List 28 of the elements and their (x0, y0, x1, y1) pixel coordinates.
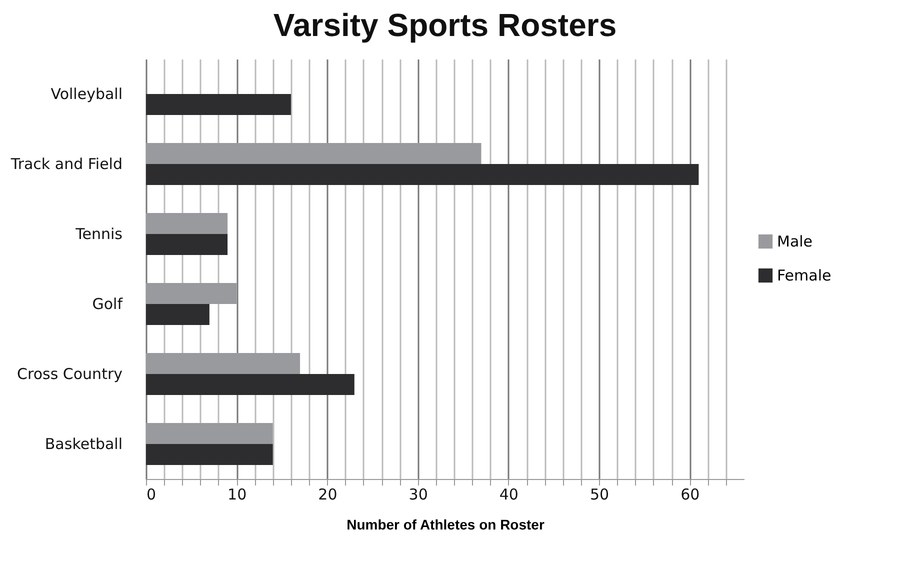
bar (146, 213, 228, 234)
legend-label: Female (777, 266, 832, 284)
y-tick-label: Basketball (44, 435, 122, 453)
y-tick-label: Cross Country (17, 365, 123, 383)
bar (146, 283, 237, 304)
x-tick-label: 60 (680, 486, 700, 504)
bar (146, 234, 228, 255)
x-tick-label: 30 (408, 486, 428, 504)
bar (146, 374, 354, 395)
x-tick-label: 20 (318, 486, 338, 504)
legend-label: Male (777, 232, 813, 250)
bar (146, 164, 699, 185)
x-tick-label: 0 (146, 486, 156, 504)
y-tick-label: Tennis (74, 225, 123, 243)
x-tick-label: 40 (499, 486, 518, 504)
x-axis-title: Number of Athletes on Roster (346, 516, 545, 532)
y-tick-label: Golf (92, 295, 124, 313)
bar (146, 353, 300, 374)
bar (146, 94, 291, 115)
x-tick-label: 50 (590, 486, 610, 504)
y-tick-label: Track and Field (10, 155, 122, 173)
x-tick-label: 10 (228, 486, 247, 504)
bar (146, 423, 273, 444)
chart-title: Varsity Sports Rosters (273, 7, 617, 43)
bar (146, 143, 482, 164)
bar (146, 304, 210, 325)
y-tick-label: Volleyball (50, 85, 122, 103)
bar (146, 444, 273, 465)
